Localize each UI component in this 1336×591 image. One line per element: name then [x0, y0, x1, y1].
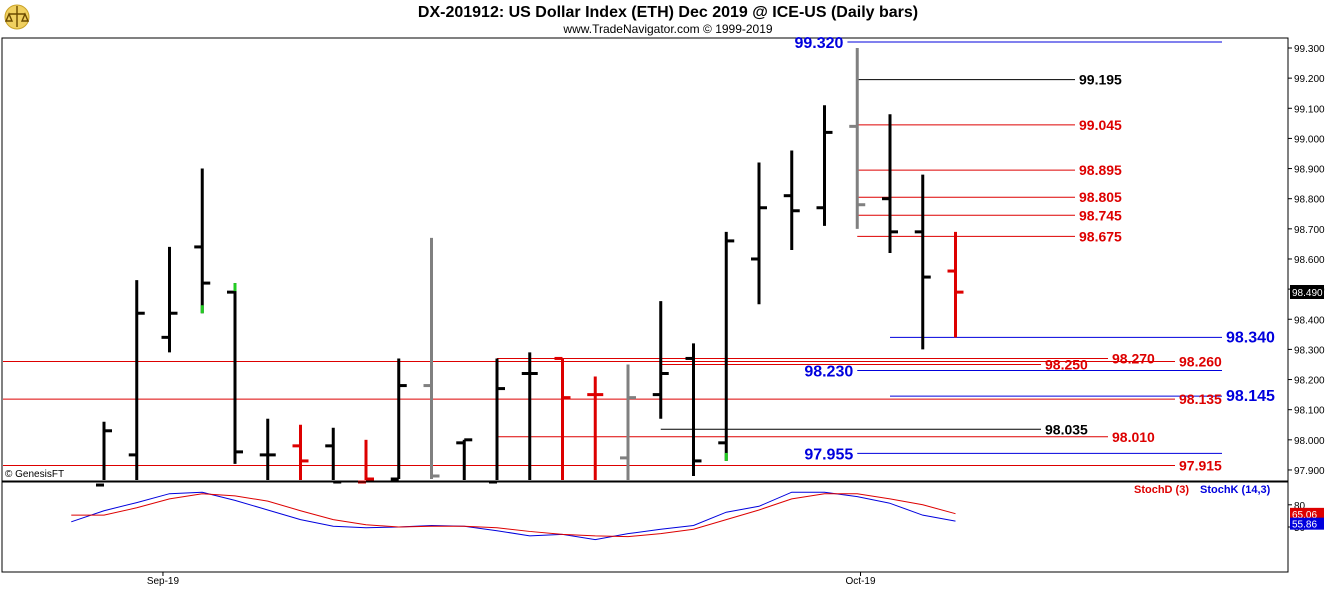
- last-price-marker: 98.490: [1290, 285, 1324, 299]
- level-label: 98.010: [1112, 429, 1155, 445]
- price-levels: 99.320 99.195 99.045 98.895 98.805 98.745 98.6…: [3, 35, 1275, 473]
- stoch-last-value-label: 55.86: [1292, 520, 1317, 531]
- stochastic-lines: [71, 491, 956, 541]
- chart-subtitle: www.TradeNavigator.com © 1999-2019: [562, 22, 772, 36]
- ohlc-bar: [816, 105, 833, 226]
- ohlc-bar: [259, 418, 276, 480]
- price-axis-tick-label: 98.700: [1294, 225, 1325, 236]
- ohlc-bar: [456, 438, 473, 480]
- x-axis-tick-label: Oct-19: [846, 576, 876, 587]
- ohlc-bar: [947, 231, 964, 338]
- ohlc-bar: [849, 48, 866, 229]
- ohlc-bar: [521, 352, 538, 480]
- level-label: 97.955: [804, 446, 853, 463]
- price-axis-tick-label: 98.200: [1294, 376, 1325, 387]
- level-label: 98.135: [1179, 391, 1222, 407]
- stochastic-panel: [1, 481, 1289, 573]
- ohlc-bar: [128, 280, 145, 480]
- x-axis-tick-label: Sep-19: [147, 576, 180, 587]
- price-axis-tick-label: 98.800: [1294, 195, 1325, 206]
- ohlc-bar: [358, 439, 374, 484]
- date-x-axis: Sep-19 Oct-19: [2, 571, 1288, 587]
- stochd-line: [71, 493, 956, 538]
- ohlc-bar: [96, 421, 112, 487]
- ohlc-bar: [783, 150, 800, 250]
- stochk-line: [71, 491, 956, 541]
- ohlc-bar: [227, 283, 243, 464]
- price-axis-tick-label: 97.900: [1294, 466, 1325, 477]
- level-label: 98.895: [1079, 162, 1122, 178]
- trade-navigator-logo-icon: [4, 4, 30, 30]
- price-axis-tick-label: 98.300: [1294, 345, 1325, 356]
- ohlc-bar: [652, 301, 669, 419]
- stoch-axis-tick-label: 80: [1294, 501, 1306, 512]
- price-axis-tick-label: 98.000: [1294, 436, 1325, 447]
- stoch-last-value-label: 65.06: [1292, 510, 1317, 521]
- ohlc-bar: [751, 162, 767, 305]
- ohlc-bar: [161, 246, 178, 353]
- price-axis-tick-label: 99.000: [1294, 134, 1325, 145]
- level-label: 98.340: [1226, 329, 1275, 346]
- price-axis-tick-label: 99.200: [1294, 74, 1325, 85]
- ohlc-bar: [423, 237, 440, 480]
- ohlc-bar: [390, 358, 407, 481]
- copyright-label: © GenesisFT: [5, 469, 64, 480]
- level-label: 98.745: [1079, 207, 1122, 223]
- ohlc-bar: [914, 174, 931, 350]
- level-label: 98.675: [1079, 228, 1122, 244]
- legend-stochd: StochD (3): [1134, 484, 1189, 496]
- price-axis-tick-label: 99.300: [1294, 44, 1325, 55]
- chart-title: DX-201912: US Dollar Index (ETH) Dec 201…: [418, 4, 918, 21]
- price-y-axis: 99.300 99.200 99.100 99.000 98.900 98.800 98.7…: [1287, 38, 1325, 481]
- ohlc-bar: [718, 231, 735, 461]
- ohlc-bar: [194, 168, 211, 314]
- last-price-label: 98.490: [1292, 288, 1323, 299]
- level-label: 97.915: [1179, 457, 1222, 473]
- stochastic-legend: StochD (3) StochK (14,3): [1134, 484, 1271, 496]
- price-axis-tick-label: 98.600: [1294, 255, 1325, 266]
- level-label: 98.250: [1045, 356, 1088, 372]
- level-label: 99.045: [1079, 117, 1122, 133]
- ohlc-bar: [685, 343, 702, 476]
- level-label: 98.145: [1226, 388, 1275, 405]
- ohlc-bar: [554, 356, 571, 480]
- level-label: 99.320: [794, 35, 843, 52]
- stoch-last-value-box: [1290, 507, 1324, 520]
- ohlc-bars: [96, 48, 964, 487]
- level-label: 98.035: [1045, 421, 1088, 437]
- price-axis-tick-label: 98.400: [1294, 315, 1325, 326]
- level-label: 99.195: [1079, 72, 1122, 88]
- price-axis-tick-label: 98.900: [1294, 165, 1325, 176]
- ohlc-bar: [489, 358, 505, 484]
- ohlc-bar: [292, 424, 309, 480]
- level-label: 98.805: [1079, 189, 1122, 205]
- ohlc-bar: [620, 364, 636, 480]
- price-axis-tick-label: 99.100: [1294, 104, 1325, 115]
- price-axis-tick-label: 98.100: [1294, 406, 1325, 417]
- ohlc-bar: [587, 376, 604, 480]
- price-panel: [1, 37, 1289, 482]
- level-label: 98.270: [1112, 350, 1155, 366]
- ohlc-bar: [882, 114, 898, 253]
- stoch-last-value-box: [1290, 517, 1324, 530]
- legend-stochk: StochK (14,3): [1200, 484, 1271, 496]
- level-label: 98.260: [1179, 353, 1222, 369]
- ohlc-bar: [325, 427, 342, 484]
- level-label: 98.230: [804, 363, 853, 380]
